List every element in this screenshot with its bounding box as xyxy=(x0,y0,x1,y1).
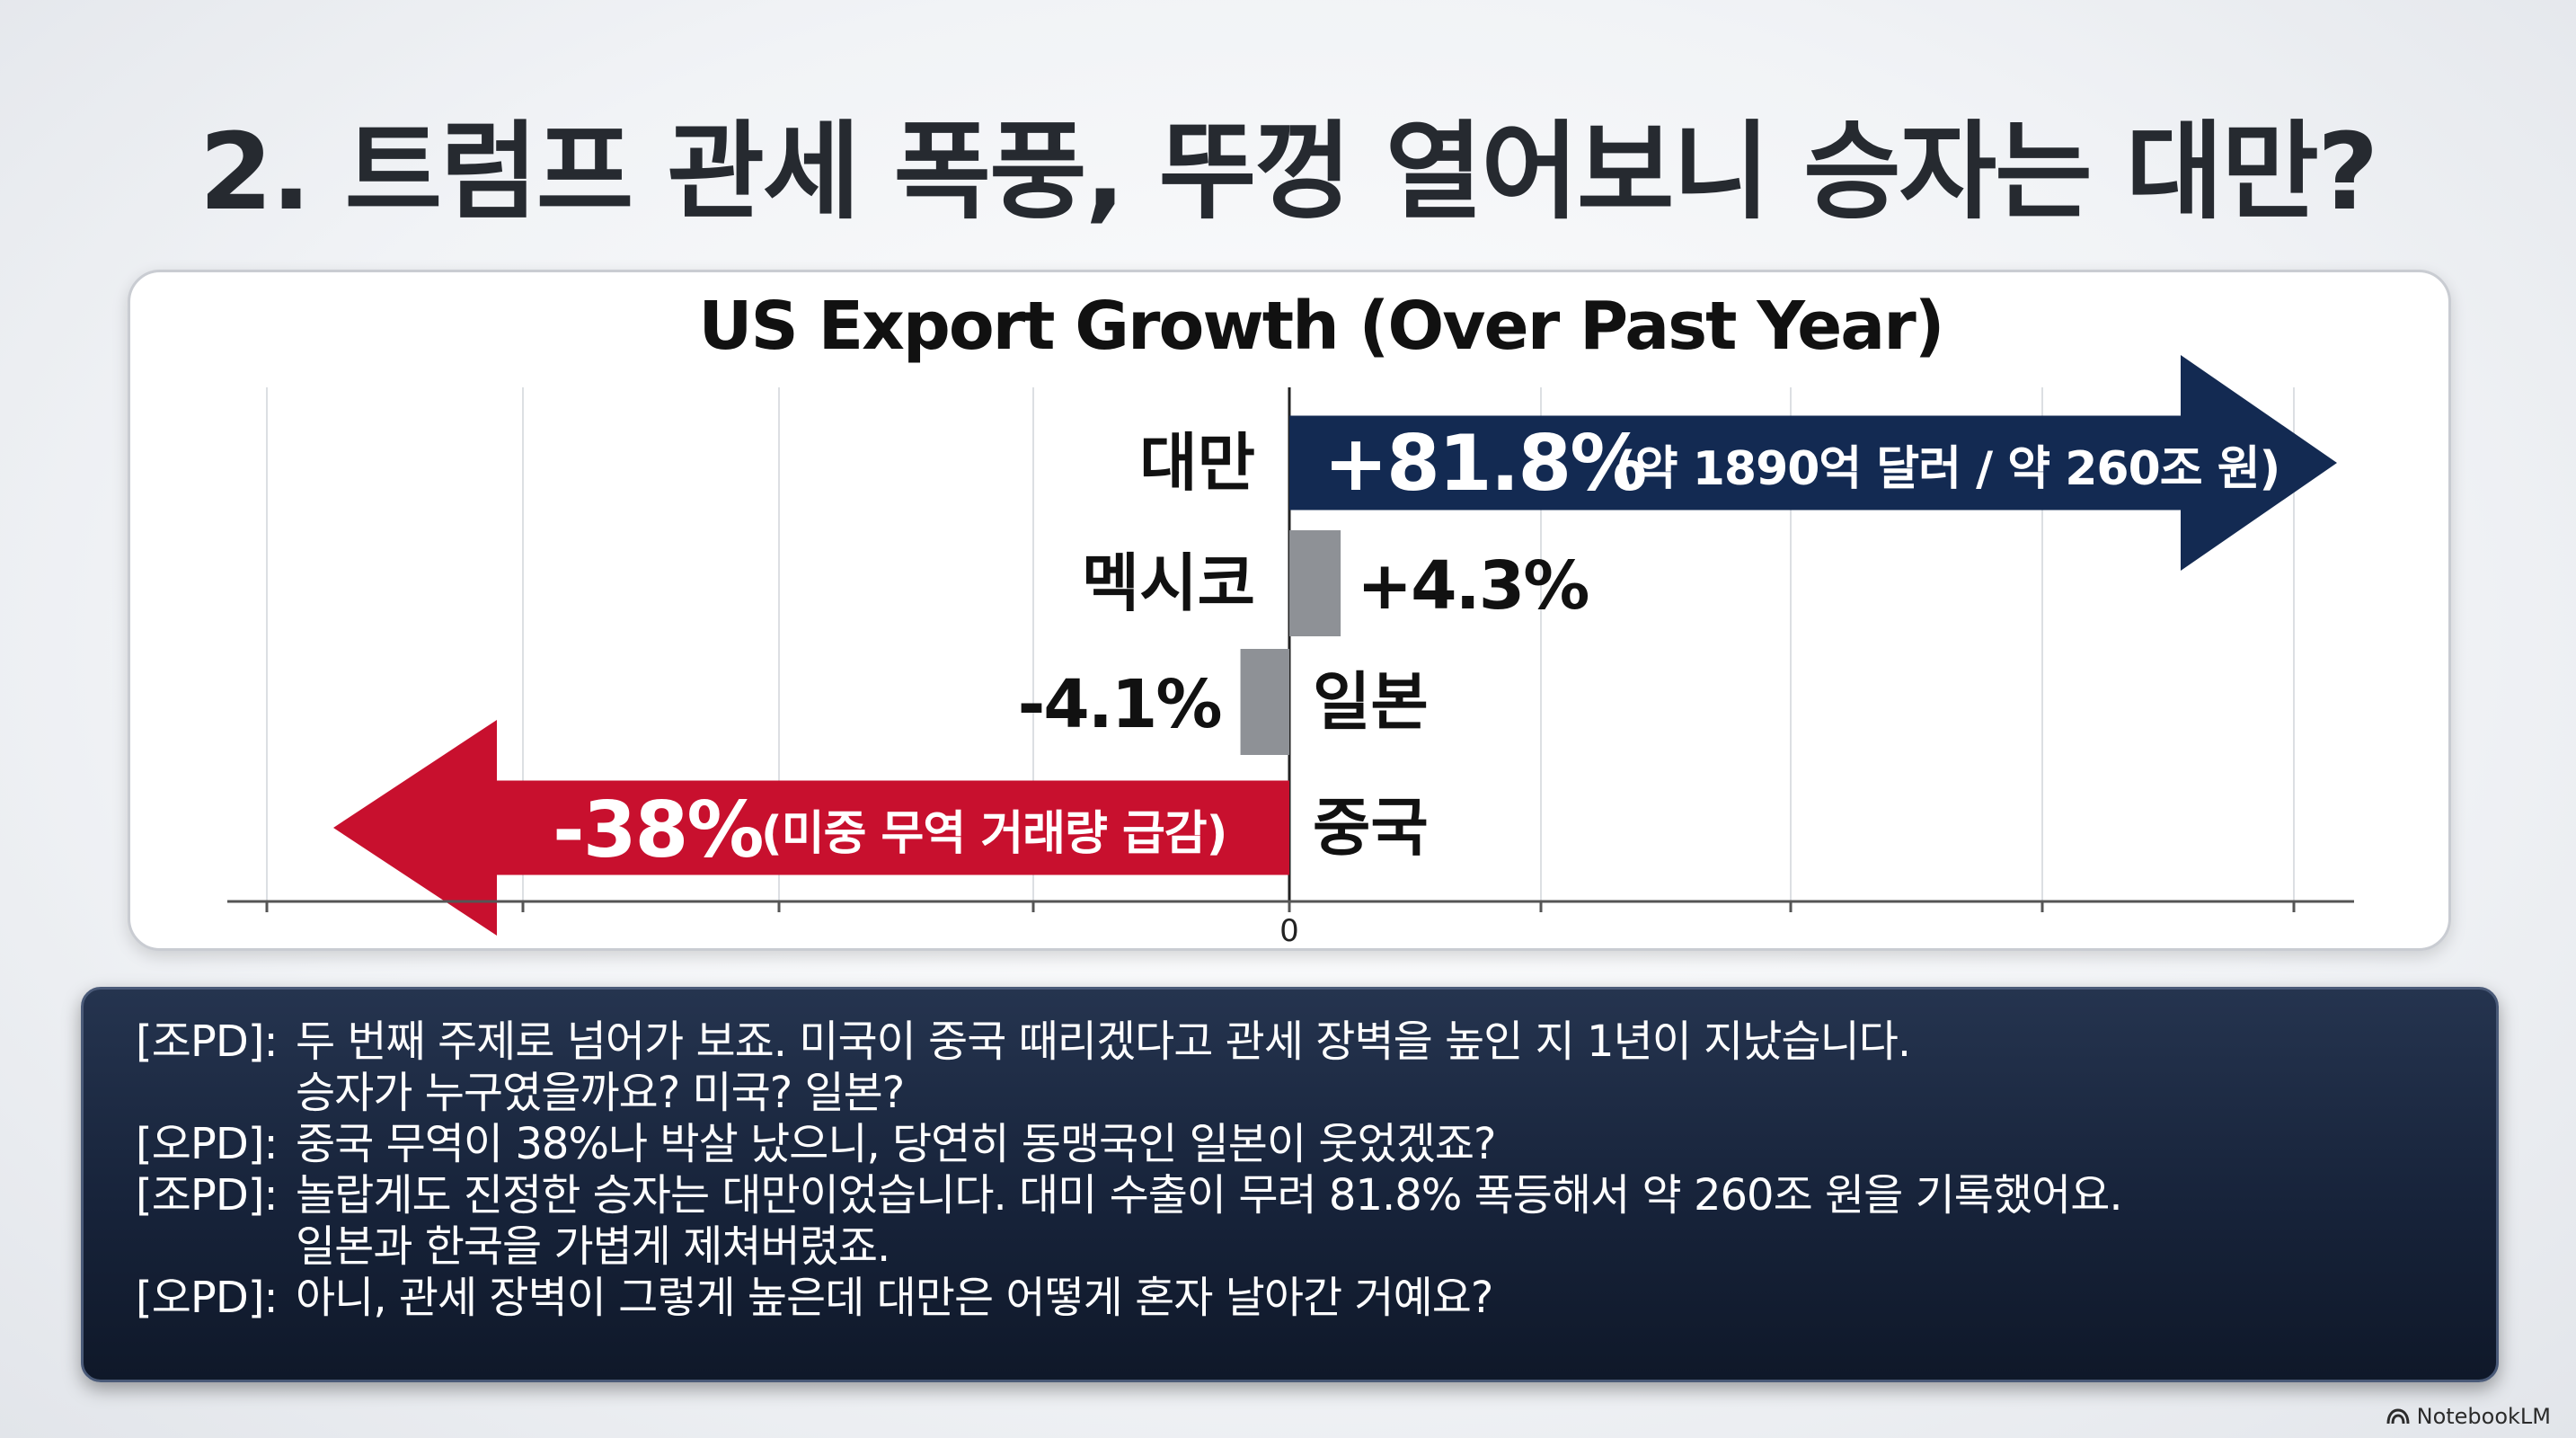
speaker-label: [오PD]: xyxy=(136,1119,279,1169)
chart-card: US Export Growth (Over Past Year) 대만 +81.… xyxy=(128,270,2451,951)
bars xyxy=(333,355,2337,936)
x-tick-label: 0 xyxy=(1279,913,1299,948)
bar-arrow-0 xyxy=(1289,355,2337,571)
category-label: 중국 xyxy=(1313,791,1429,865)
dialogue-line: [오PD]: 중국 무역이 38%나 박살 났으니, 당연히 동맹국인 일본이 웃… xyxy=(136,1119,2460,1170)
dialogue-text: 두 번째 주제로 넘어가 보죠. 미국이 중국 때리겠다고 관세 장벽을 높인 … xyxy=(296,1016,1911,1067)
dialogue-text: 일본과 한국을 가볍게 제쳐버렸죠. xyxy=(296,1221,890,1272)
dialogue-text: 승자가 누구였을까요? 미국? 일본? xyxy=(296,1068,905,1118)
value-label: -38% xyxy=(553,786,763,875)
speaker-label: [조PD]: xyxy=(136,1016,279,1067)
category-label: 일본 xyxy=(1313,665,1429,739)
notebooklm-logo-icon xyxy=(2386,1408,2410,1425)
dialogue-text: 중국 무역이 38%나 박살 났으니, 당연히 동맹국인 일본이 웃었겠죠? xyxy=(296,1119,1496,1169)
watermark-text: NotebookLM xyxy=(2416,1404,2551,1429)
chart-title: US Export Growth (Over Past Year) xyxy=(698,288,1943,365)
dialogue-line: 승자가 누구였을까요? 미국? 일본? xyxy=(136,1068,2460,1119)
dialogue-line: [조PD]: 놀랍게도 진정한 승자는 대만이었습니다. 대미 수출이 무려 81… xyxy=(136,1170,2460,1221)
value-label: +4.3% xyxy=(1357,547,1588,625)
annotation-label: (약 1890억 달러 / 약 260조 원) xyxy=(1615,442,2279,496)
bar-arrow-3 xyxy=(333,720,1289,936)
speaker-label: [조PD]: xyxy=(136,1170,279,1221)
annotation-label: (미중 무역 거래량 급감) xyxy=(761,807,1226,861)
bar-chart: US Export Growth (Over Past Year) 대만 +81.… xyxy=(227,288,2354,948)
dialogue-line: [조PD]: 두 번째 주제로 넘어가 보죠. 미국이 중국 때리겠다고 관세 장… xyxy=(136,1016,2460,1068)
category-label: 대만 xyxy=(1139,426,1255,500)
speaker-label: [오PD]: xyxy=(136,1273,279,1323)
dialogue-line: [오PD]: 아니, 관세 장벽이 그렇게 높은데 대만은 어떻게 혼자 날아간 … xyxy=(136,1273,2460,1324)
watermark: NotebookLM xyxy=(2386,1404,2551,1429)
dialogue-text: 놀랍게도 진정한 승자는 대만이었습니다. 대미 수출이 무려 81.8% 폭등… xyxy=(296,1170,2123,1221)
x-axis: 0 xyxy=(227,900,2354,948)
dialogue-lines: [조PD]: 두 번째 주제로 넘어가 보죠. 미국이 중국 때리겠다고 관세 장… xyxy=(136,1016,2460,1324)
slide-title: 2. 트럼프 관세 폭풍, 뚜껑 열어보니 승자는 대만? xyxy=(199,110,2379,234)
dialogue-box: [조PD]: 두 번째 주제로 넘어가 보죠. 미국이 중국 때리겠다고 관세 장… xyxy=(81,987,2499,1382)
labels: 대만 +81.8%(약 1890억 달러 / 약 260조 원) 멕시코 +4.3% 일… xyxy=(553,419,2280,875)
dialogue-line: 일본과 한국을 가볍게 제쳐버렸죠. xyxy=(136,1221,2460,1273)
bar-1 xyxy=(1289,530,1341,636)
value-label: +81.8% xyxy=(1323,419,1645,509)
dialogue-text: 아니, 관세 장벽이 그렇게 높은데 대만은 어떻게 혼자 날아간 거예요? xyxy=(296,1273,1493,1323)
value-label: -4.1% xyxy=(1018,666,1221,743)
bar-2 xyxy=(1240,649,1289,755)
category-label: 멕시코 xyxy=(1082,546,1255,620)
